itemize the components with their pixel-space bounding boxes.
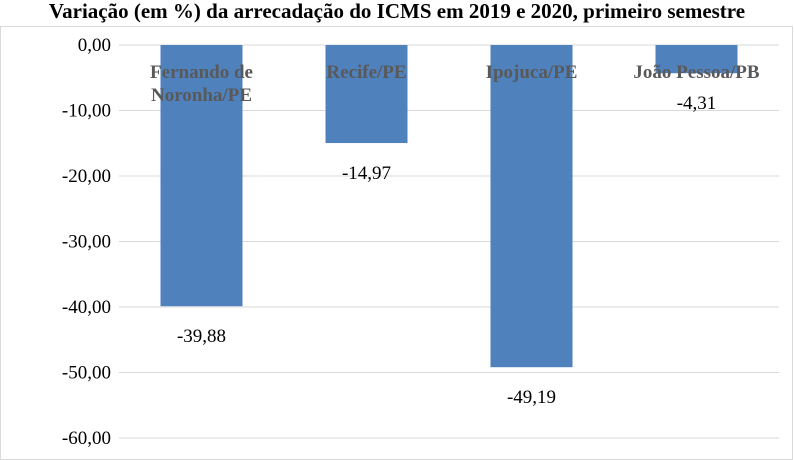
bar: [325, 45, 408, 144]
data-label: -4,31: [677, 93, 717, 114]
y-tick-label: -50,00: [62, 363, 111, 384]
y-tick-label: -10,00: [62, 101, 111, 122]
y-tick-label: 0,00: [78, 35, 111, 56]
category-label: Fernando de: [150, 62, 253, 83]
data-label: -39,88: [177, 326, 226, 347]
chart-title: Variação (em %) da arrecadação do ICMS e…: [48, 0, 746, 23]
bar: [655, 45, 738, 74]
bar: [160, 45, 243, 307]
y-tick-label: -60,00: [62, 428, 111, 449]
y-tick-label: -20,00: [62, 166, 111, 187]
category-label: Ipojuca/PE: [486, 62, 578, 83]
data-label: -49,19: [507, 387, 556, 408]
category-label: Noronha/PE: [151, 85, 252, 106]
bar: [490, 45, 573, 368]
data-label: -14,97: [342, 163, 391, 184]
category-label: Recife/PE: [326, 62, 406, 83]
category-label: João Pessoa/PB: [633, 62, 759, 83]
y-tick-label: -40,00: [62, 297, 111, 318]
y-tick-label: -30,00: [62, 232, 111, 253]
